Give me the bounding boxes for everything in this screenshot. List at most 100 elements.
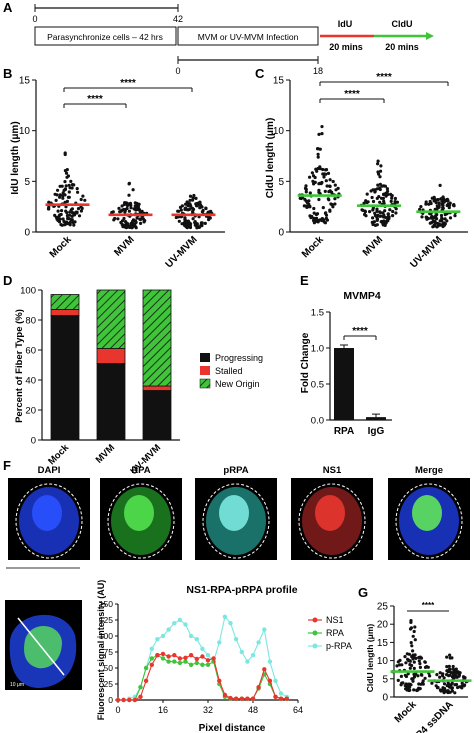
x-tick-label: RPA [334,426,354,437]
data-point [411,634,415,638]
data-point [61,196,65,200]
data-point [176,209,180,213]
series-point-ns1 [200,654,205,659]
legend-rpa: RPA [326,628,344,638]
data-point [188,198,192,202]
data-point [72,183,76,187]
data-point [430,681,434,685]
x-tick-label: MVM [112,234,136,258]
data-point [448,201,452,205]
data-point [383,223,387,227]
data-point [434,221,438,225]
data-point [407,682,411,686]
data-point [124,221,128,225]
data-point [326,171,331,175]
y-tick-label: 15 [377,638,389,649]
data-point [65,211,69,215]
data-point [407,652,411,656]
panel-c-points [297,125,461,229]
data-point [379,220,383,224]
profile-inset-image: 10 μm [5,600,82,690]
data-point [413,638,417,642]
data-point [375,209,379,213]
data-point [131,219,135,223]
panel-c-sig1: **** [344,89,360,100]
series-point-ns1 [172,653,177,658]
y-tick-label: 125 [99,615,113,625]
series-point-p-rpa [200,646,205,651]
data-point [199,223,203,227]
y-tick-label: 5 [24,177,30,188]
data-point [75,187,79,191]
data-point [432,224,436,228]
data-point [442,682,447,686]
series-point-ns1 [115,697,121,703]
cell-outline [202,483,270,559]
data-point [313,180,317,184]
data-point [423,660,427,664]
panel-d-ylabel: Percent of Fiber Type (%) [14,309,25,423]
data-point [378,200,382,204]
series-point-p-rpa [267,659,273,664]
data-point [416,688,420,692]
y-tick-label: 1.5 [311,308,324,319]
data-point [391,214,395,218]
data-point [313,175,317,180]
data-point [389,199,393,203]
series-point-ns1 [239,696,244,701]
data-point [435,217,439,221]
data-point [398,658,402,663]
data-point [375,215,379,219]
data-point [194,196,198,200]
data-point [371,216,375,220]
data-point [454,682,459,687]
data-point [328,184,332,188]
profile-line [17,617,65,676]
data-point [446,199,450,203]
tick-start: 0 [32,14,37,24]
series-point-ns1 [245,696,250,701]
data-point [333,202,337,206]
series-point-ns1 [194,656,199,662]
data-point [201,208,205,213]
data-point [192,193,196,198]
data-point [186,224,191,228]
data-point [368,210,372,214]
legend-progressing: Progressing [215,353,263,363]
data-point [375,223,379,227]
data-point [461,675,466,679]
data-point [328,208,332,212]
tick-42: 42 [173,14,183,24]
data-point [423,676,427,680]
data-point [133,201,137,205]
data-point [112,218,116,222]
data-point [304,190,308,194]
series-point-p-rpa [262,627,267,632]
data-point [409,626,413,630]
data-point [438,671,442,675]
data-point [324,211,328,215]
y-tick-label: 80 [25,316,36,327]
data-point [177,219,181,223]
data-point [388,208,392,212]
panel-e-ylabel: Fold Change [300,332,311,393]
data-point [409,641,413,645]
panel-b-sig1: **** [87,94,103,105]
data-point [413,625,417,629]
data-point [139,221,143,225]
tile-label-dapi: DAPI [38,465,61,476]
data-point [69,218,73,222]
y-tick-label: 1.0 [311,344,324,355]
data-point [412,660,416,664]
data-point [437,201,441,205]
data-point [436,198,440,202]
data-point [406,672,410,676]
data-point [68,210,72,214]
data-point [336,186,340,190]
panel-letter-g: G [358,585,368,600]
y-tick-label: 20 [377,620,389,631]
data-point [67,190,71,194]
series-point-rpa [200,662,205,667]
data-point [453,675,457,679]
